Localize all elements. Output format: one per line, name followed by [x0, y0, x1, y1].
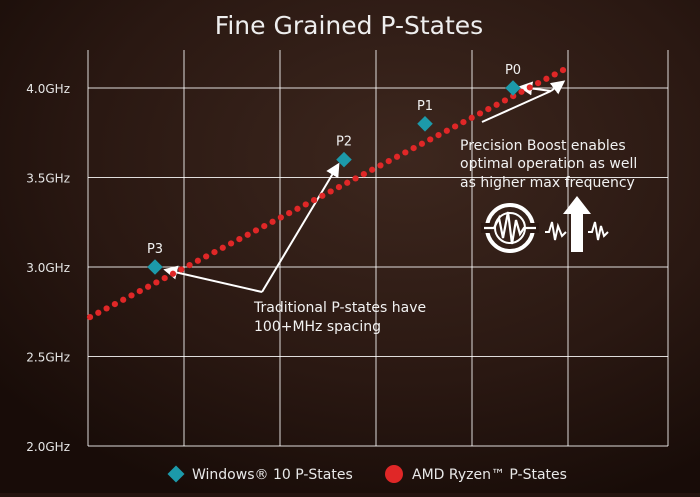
- data-point-ryzen: [402, 149, 409, 156]
- legend-label-windows: Windows® 10 P-States: [192, 467, 353, 483]
- data-point-ryzen: [468, 114, 475, 121]
- data-point-ryzen: [286, 210, 293, 217]
- data-point-ryzen: [526, 84, 533, 91]
- data-point-ryzen: [418, 140, 426, 147]
- data-point-ryzen: [294, 205, 301, 212]
- y-tick-label: 4.0GHz: [26, 82, 70, 96]
- data-point-ryzen: [186, 262, 193, 269]
- data-point-ryzen: [95, 309, 102, 316]
- data-point-ryzen: [194, 257, 201, 264]
- data-point-ryzen: [510, 93, 517, 100]
- data-point-ryzen: [261, 223, 268, 230]
- data-point-ryzen: [543, 75, 550, 82]
- arrow-to-p2: [261, 162, 340, 293]
- data-point-ryzen: [136, 288, 143, 295]
- y-tick-label: 3.0GHz: [26, 261, 70, 275]
- data-point-ryzen: [360, 171, 367, 178]
- data-point-ryzen: [551, 71, 558, 78]
- data-point-ryzen: [476, 110, 484, 117]
- data-point-ryzen: [103, 305, 110, 312]
- data-point-ryzen: [161, 275, 168, 282]
- data-point-ryzen: [535, 80, 542, 87]
- annotation-line: Precision Boost enables: [460, 138, 626, 154]
- data-point-windows: [147, 259, 163, 275]
- legend-marker-windows: [167, 465, 185, 483]
- frequency-boost-icon: [545, 196, 609, 252]
- arrow-p0-to-top: [549, 80, 566, 95]
- data-point-ryzen: [86, 314, 94, 321]
- data-point-ryzen: [452, 123, 459, 130]
- data-point-ryzen: [277, 214, 284, 221]
- arrow-to-p3: [163, 265, 263, 293]
- data-point-ryzen: [227, 240, 235, 247]
- chart-title: Fine Grained P-States: [215, 11, 483, 40]
- legend: Windows® 10 P-States AMD Ryzen™ P-States: [167, 465, 567, 483]
- data-point-ryzen: [203, 253, 210, 260]
- series-amd-ryzen: [86, 67, 567, 321]
- data-point-ryzen: [144, 283, 152, 290]
- annotation-line: as higher max frequency: [460, 175, 635, 191]
- data-point-ryzen: [128, 292, 135, 299]
- annotation-line: 100+MHz spacing: [254, 319, 381, 335]
- y-tick-label: 3.5GHz: [26, 172, 70, 186]
- data-point-ryzen: [111, 301, 118, 308]
- data-point-ryzen: [302, 201, 309, 208]
- data-point-ryzen: [369, 166, 376, 173]
- data-point-ryzen: [319, 192, 326, 199]
- data-point-ryzen: [169, 270, 177, 277]
- data-label-pstate: P1: [417, 99, 433, 114]
- data-point-ryzen: [559, 67, 567, 74]
- data-point-ryzen: [485, 106, 492, 113]
- y-tick-label: 2.5GHz: [26, 351, 70, 365]
- data-label-pstate: P3: [147, 242, 163, 257]
- data-point-ryzen: [410, 145, 417, 152]
- annotation-arrows: [163, 80, 566, 293]
- data-label-pstate: P0: [505, 63, 521, 78]
- data-point-ryzen: [252, 227, 260, 234]
- data-point-ryzen: [310, 197, 318, 204]
- annotation-line: Traditional P-states have: [253, 300, 426, 316]
- data-point-ryzen: [269, 218, 276, 225]
- data-point-ryzen: [385, 158, 392, 165]
- data-point-ryzen: [327, 188, 334, 195]
- grid: [87, 50, 669, 447]
- data-point-ryzen: [443, 127, 450, 134]
- data-point-ryzen: [377, 162, 384, 169]
- data-point-ryzen: [211, 249, 218, 256]
- data-point-windows: [336, 151, 352, 168]
- data-point-ryzen: [501, 97, 509, 104]
- precision-boost-icon: [481, 203, 539, 253]
- data-point-ryzen: [427, 136, 434, 143]
- arrow-p0-base: [481, 90, 552, 123]
- legend-label-amd: AMD Ryzen™ P-States: [412, 467, 567, 483]
- arrow-p0-to-p0: [518, 81, 552, 96]
- data-point-ryzen: [153, 279, 160, 286]
- data-point-ryzen: [335, 184, 343, 191]
- data-point-ryzen: [344, 179, 351, 186]
- data-point-ryzen: [518, 88, 525, 95]
- data-point-ryzen: [493, 101, 500, 108]
- data-point-ryzen: [244, 231, 251, 238]
- data-point-ryzen: [393, 153, 401, 160]
- data-point-ryzen: [178, 266, 185, 273]
- legend-marker-amd: [385, 465, 403, 483]
- y-axis: 4.0GHz 3.5GHz 3.0GHz 2.5GHz 2.0GHz: [26, 82, 70, 454]
- y-tick-label: 2.0GHz: [26, 440, 70, 454]
- data-point-ryzen: [236, 236, 243, 243]
- data-point-ryzen: [120, 296, 127, 303]
- annotation-traditional-pstates: Traditional P-states have 100+MHz spacin…: [253, 300, 426, 335]
- annotation-line: optimal operation as well: [460, 156, 637, 172]
- data-point-ryzen: [352, 175, 359, 182]
- data-point-ryzen: [219, 244, 226, 251]
- data-point-ryzen: [435, 132, 442, 139]
- data-label-pstate: P2: [336, 135, 352, 150]
- data-point-ryzen: [460, 119, 467, 126]
- annotation-precision-boost: Precision Boost enables optimal operatio…: [460, 138, 637, 191]
